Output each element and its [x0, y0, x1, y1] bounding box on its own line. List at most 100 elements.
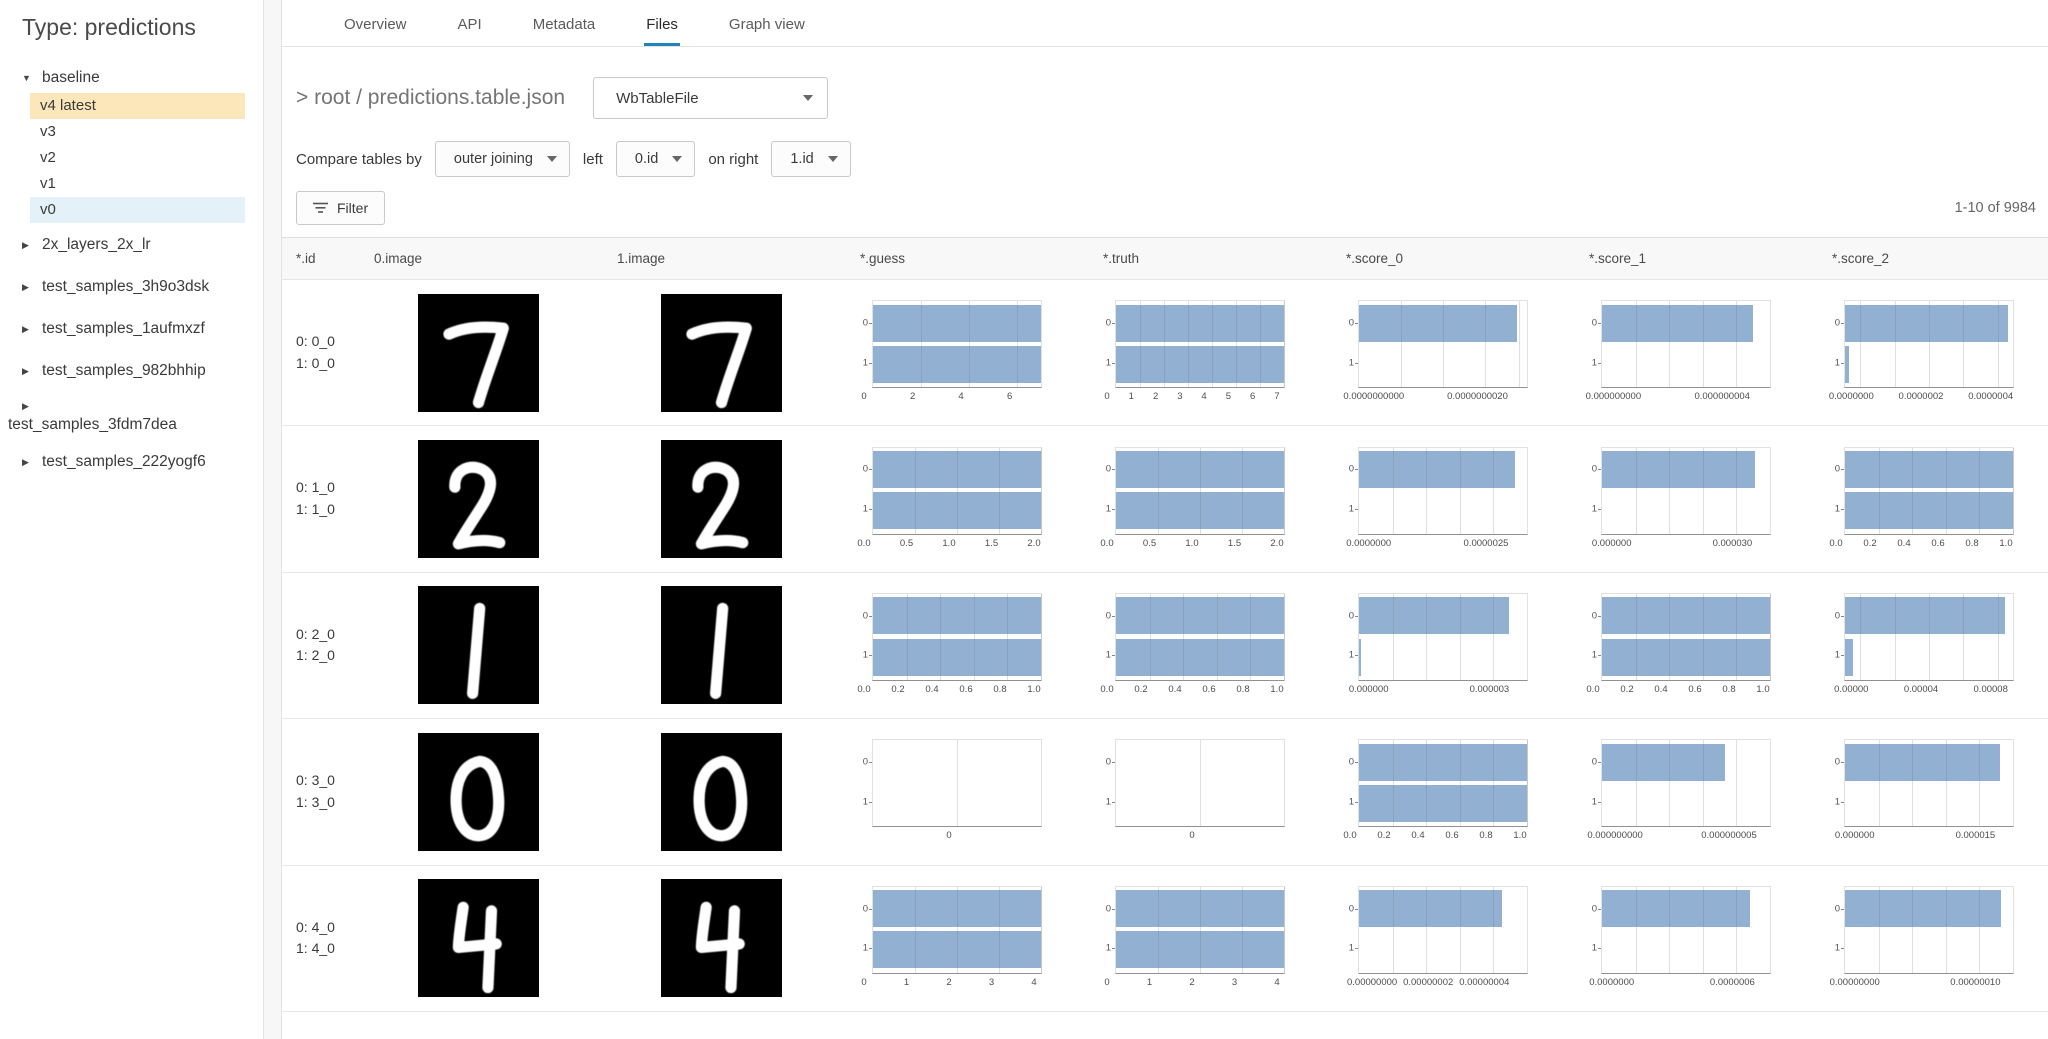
y-tick-label: 0: [1834, 317, 1840, 329]
digit-image[interactable]: [418, 293, 539, 412]
filter-button[interactable]: Filter: [296, 191, 386, 225]
sidebar-item-2x-layers-2x-lr[interactable]: ▶ 2x_layers_2x_lr: [0, 231, 263, 259]
y-tick-label: 1: [1348, 796, 1354, 808]
x-tick-label: 0.2: [1863, 537, 1877, 549]
tab-graph-view[interactable]: Graph view: [728, 16, 805, 33]
guess-chart: 0 1 0.0 0.5 1.0 1.5 2.0: [846, 446, 1042, 552]
column-header-id[interactable]: *.id: [296, 251, 316, 266]
tab-overview[interactable]: Overview: [344, 16, 407, 33]
bar-1: [1116, 492, 1284, 530]
x-tick-label: 0.2: [1134, 683, 1148, 695]
tab-api[interactable]: API: [457, 16, 482, 33]
digit-image[interactable]: [661, 732, 782, 851]
x-tick-label: 0.00000000: [1829, 976, 1880, 988]
x-tick-label: 1.0: [1756, 683, 1770, 695]
digit-image[interactable]: [661, 586, 782, 705]
bar-0: [1116, 451, 1284, 488]
x-tick-label: 0.4: [1897, 537, 1911, 549]
bar-0: [1359, 743, 1527, 781]
id-line: 0: 2_0: [296, 625, 335, 642]
x-tick-label: 1: [1128, 391, 1134, 403]
x-tick-label: 0.2: [891, 683, 905, 695]
y-tick-label: 0: [862, 903, 868, 915]
x-tick-label: 0.0000000: [1346, 537, 1392, 549]
column-header-score-1[interactable]: *.score_1: [1589, 251, 1647, 266]
column-header-guess[interactable]: *.guess: [860, 251, 906, 266]
main-panel: Overview API Metadata Files Graph view > roo…: [282, 0, 2048, 1039]
tab-metadata[interactable]: Metadata: [532, 16, 596, 33]
y-tick-label: 1: [862, 796, 868, 808]
sidebar-scrollbar[interactable]: [263, 0, 282, 1039]
sidebar-item-test-samples-1aufmxzf[interactable]: ▶ test_samples_1aufmxzf: [0, 315, 263, 343]
x-tick-label: 0.0000025: [1463, 537, 1509, 549]
right-key-select[interactable]: 1.id: [771, 141, 851, 177]
truth-chart: 0 1 0.0 0.5 1.0 1.5 2.0: [1089, 446, 1285, 552]
digit-image[interactable]: [418, 879, 539, 998]
digit-image[interactable]: [661, 440, 782, 559]
x-tick-label: 0.4: [925, 683, 939, 695]
id-cell: 0: 1_0 1: 1_0: [282, 426, 360, 571]
sidebar-item-test-samples-3h9o3dsk[interactable]: ▶ test_samples_3h9o3dsk: [0, 273, 263, 301]
column-header-score-2[interactable]: *.score_2: [1832, 251, 1890, 266]
table-row: 0: 2_0 1: 2_0 0 1 0.0 0.2 0.4 0.6 0.8 1.0 0 1 0.0 0.2…: [282, 573, 2048, 720]
caret-right-icon[interactable]: ▶: [22, 323, 29, 334]
x-tick-label: 2: [909, 391, 916, 403]
score_1-chart: 0 1 0.000000 0.000030: [1575, 446, 1771, 552]
y-tick-label: 1: [1834, 357, 1840, 369]
digit-image[interactable]: [418, 732, 539, 851]
y-tick-label: 0: [1591, 317, 1597, 329]
join-type-select[interactable]: outer joining: [434, 141, 570, 177]
x-tick-label: 0.8: [1965, 537, 1979, 549]
y-tick-label: 0: [1834, 463, 1840, 475]
version-item-v4-latest[interactable]: v4 latest: [30, 93, 245, 119]
artifact-sidebar: Type: predictions ▼ baseline v4 latest v3 v2…: [0, 0, 263, 1039]
x-tick-label: 0.000003: [1469, 683, 1510, 695]
x-tick-label: 0.000000: [1591, 537, 1632, 549]
file-type-select[interactable]: WbTableFile: [593, 77, 829, 119]
x-tick-label: 0: [1104, 391, 1110, 403]
x-tick-label: 0.00008: [1973, 683, 2008, 695]
digit-image[interactable]: [418, 586, 539, 705]
bar-0: [873, 890, 1041, 928]
x-tick-label: 0.0: [857, 683, 871, 695]
version-item-v0[interactable]: v0: [30, 197, 245, 223]
y-tick-label: 1: [1591, 357, 1597, 369]
bar-0: [1116, 597, 1284, 635]
digit-image[interactable]: [661, 879, 782, 998]
x-tick-label: 0.0: [1829, 537, 1843, 549]
sidebar-item-test-samples-982bhhip[interactable]: ▶ test_samples_982bhhip: [0, 357, 263, 385]
version-item-v3[interactable]: v3: [40, 123, 56, 140]
left-key-select[interactable]: 0.id: [615, 141, 696, 177]
score_2-chart: 0 1 0.0 0.2 0.4 0.6 0.8 1.0: [1818, 446, 2014, 552]
version-list-baseline: v4 latest v3 v2 v1 v0: [0, 93, 263, 223]
caret-right-icon[interactable]: ▶: [22, 239, 29, 250]
tab-files[interactable]: Files: [644, 4, 680, 46]
sidebar-item-baseline[interactable]: ▼ baseline: [0, 63, 263, 93]
caret-down-icon[interactable]: ▼: [22, 73, 31, 83]
sidebar-item-test-samples-222yogf6[interactable]: ▶ test_samples_222yogf6: [0, 448, 263, 476]
column-header-0-image[interactable]: 0.image: [374, 251, 423, 266]
version-item-v2[interactable]: v2: [40, 149, 56, 166]
x-tick-label: 0.2: [1377, 830, 1391, 842]
caret-right-icon[interactable]: ▶: [22, 281, 29, 292]
sidebar-item-test-samples-3fdm7dea[interactable]: ▶ test_samples_3fdm7dea: [0, 399, 263, 434]
digit-image[interactable]: [661, 293, 782, 412]
sidebar-item-label: test_samples_222yogf6: [42, 453, 206, 470]
column-header-truth[interactable]: *.truth: [1103, 251, 1140, 266]
caret-right-icon[interactable]: ▶: [22, 456, 29, 467]
column-header-1-image[interactable]: 1.image: [617, 251, 666, 266]
x-tick-label: 0.8: [1722, 683, 1736, 695]
bar-0: [1845, 890, 2002, 928]
column-header-score-0[interactable]: *.score_0: [1346, 251, 1404, 266]
score_0-chart: 0 1 0.00000000 0.00000002 0.00000004: [1332, 885, 1528, 991]
chevron-down-icon: [672, 156, 683, 162]
score_2-chart: 0 1 0.00000 0.00004 0.00008: [1818, 592, 2014, 698]
1-image-cell: [603, 280, 846, 425]
truth-chart: 0 1 0: [1089, 739, 1285, 844]
caret-right-icon[interactable]: ▶: [22, 401, 29, 411]
x-tick-label: 0: [1104, 976, 1110, 988]
x-tick-label: 4: [1274, 976, 1280, 988]
digit-image[interactable]: [418, 440, 539, 559]
caret-right-icon[interactable]: ▶: [22, 365, 29, 376]
version-item-v1[interactable]: v1: [40, 175, 56, 192]
